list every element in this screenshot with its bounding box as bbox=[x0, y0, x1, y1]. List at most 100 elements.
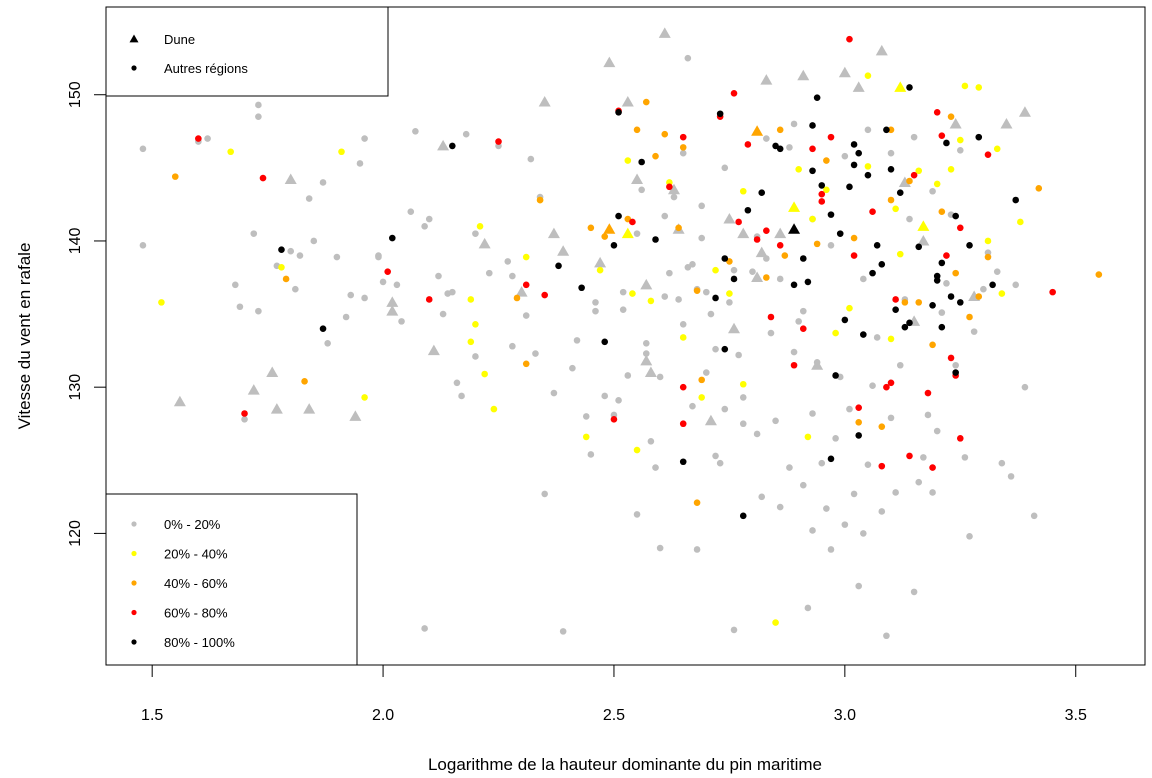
dune-point bbox=[838, 66, 851, 78]
data-point bbox=[462, 130, 470, 138]
data-point bbox=[698, 376, 705, 384]
color-legend-box bbox=[105, 493, 358, 666]
data-point bbox=[901, 323, 909, 331]
dune-point bbox=[949, 117, 962, 129]
dune-point bbox=[603, 223, 616, 234]
data-point bbox=[887, 414, 895, 422]
data-point bbox=[504, 258, 512, 265]
data-point bbox=[1021, 383, 1029, 391]
data-point bbox=[624, 157, 632, 164]
data-point bbox=[698, 202, 705, 210]
data-point bbox=[938, 132, 946, 139]
data-point bbox=[809, 215, 816, 223]
data-point bbox=[425, 215, 433, 223]
data-point bbox=[1012, 196, 1020, 204]
data-point bbox=[887, 126, 895, 134]
data-point bbox=[638, 158, 645, 166]
x-tick-label: 2.0 bbox=[372, 707, 394, 724]
data-point bbox=[250, 230, 258, 237]
dune-point bbox=[349, 410, 362, 421]
data-point bbox=[813, 94, 821, 101]
x-tick-label: 2.5 bbox=[603, 707, 625, 724]
data-point bbox=[920, 454, 927, 461]
dune-point bbox=[284, 173, 297, 185]
data-point bbox=[799, 255, 807, 262]
data-point bbox=[827, 211, 835, 218]
data-point bbox=[739, 187, 747, 195]
data-point bbox=[975, 84, 983, 91]
data-point bbox=[522, 281, 530, 289]
data-point bbox=[204, 135, 211, 142]
data-point bbox=[956, 146, 964, 154]
data-point bbox=[998, 459, 1006, 467]
data-point bbox=[393, 281, 401, 289]
data-point bbox=[656, 373, 664, 381]
data-point bbox=[878, 462, 886, 470]
data-point bbox=[255, 101, 262, 109]
data-point bbox=[735, 218, 742, 226]
data-point bbox=[869, 208, 876, 216]
data-point bbox=[855, 418, 862, 426]
data-point bbox=[412, 127, 419, 135]
data-point bbox=[656, 544, 664, 552]
data-point bbox=[670, 193, 678, 201]
data-point bbox=[915, 478, 923, 486]
data-point bbox=[776, 145, 784, 153]
data-point bbox=[924, 389, 932, 397]
data-point bbox=[961, 454, 969, 461]
data-point bbox=[1049, 288, 1056, 296]
data-point bbox=[679, 321, 687, 328]
data-point bbox=[707, 310, 715, 318]
data-point bbox=[850, 234, 858, 242]
data-point bbox=[763, 274, 770, 281]
dune-point bbox=[603, 56, 616, 68]
data-point bbox=[896, 189, 904, 197]
dune-point bbox=[774, 227, 787, 239]
data-point bbox=[1035, 185, 1043, 192]
dune-point bbox=[270, 403, 283, 414]
data-point bbox=[259, 174, 267, 182]
data-point bbox=[910, 171, 918, 179]
data-point bbox=[924, 411, 932, 419]
dune-point bbox=[917, 234, 930, 246]
dune-point bbox=[755, 246, 768, 258]
data-point bbox=[739, 380, 747, 388]
data-point bbox=[661, 293, 669, 300]
data-point bbox=[587, 451, 595, 458]
data-point bbox=[984, 151, 992, 158]
data-point bbox=[933, 180, 941, 188]
color-legend-label: 20% - 40% bbox=[164, 547, 228, 562]
data-point bbox=[675, 296, 682, 303]
data-point bbox=[887, 196, 895, 204]
data-point bbox=[901, 299, 909, 306]
data-point bbox=[278, 263, 285, 271]
dune-point bbox=[640, 354, 653, 366]
data-point bbox=[541, 291, 548, 299]
data-point bbox=[236, 303, 244, 311]
data-point bbox=[296, 252, 304, 259]
data-point bbox=[818, 190, 826, 198]
data-point bbox=[398, 318, 405, 325]
data-point bbox=[827, 455, 835, 463]
data-point bbox=[915, 299, 923, 306]
data-point bbox=[578, 284, 585, 292]
data-point bbox=[633, 511, 641, 518]
dune-point bbox=[266, 366, 279, 378]
data-point bbox=[827, 242, 835, 249]
data-point bbox=[744, 141, 752, 148]
data-point bbox=[573, 337, 581, 344]
data-point bbox=[938, 309, 946, 316]
data-point bbox=[832, 372, 839, 379]
data-point bbox=[776, 242, 784, 249]
data-point bbox=[938, 208, 946, 216]
data-point bbox=[809, 145, 816, 153]
dune-point bbox=[760, 74, 773, 85]
data-point bbox=[878, 508, 886, 515]
data-point bbox=[790, 348, 798, 356]
data-point bbox=[559, 628, 567, 635]
y-tick-label: 130 bbox=[67, 374, 84, 401]
data-point bbox=[896, 250, 904, 258]
data-point bbox=[906, 452, 913, 460]
data-point bbox=[776, 503, 784, 511]
data-point bbox=[850, 161, 858, 169]
